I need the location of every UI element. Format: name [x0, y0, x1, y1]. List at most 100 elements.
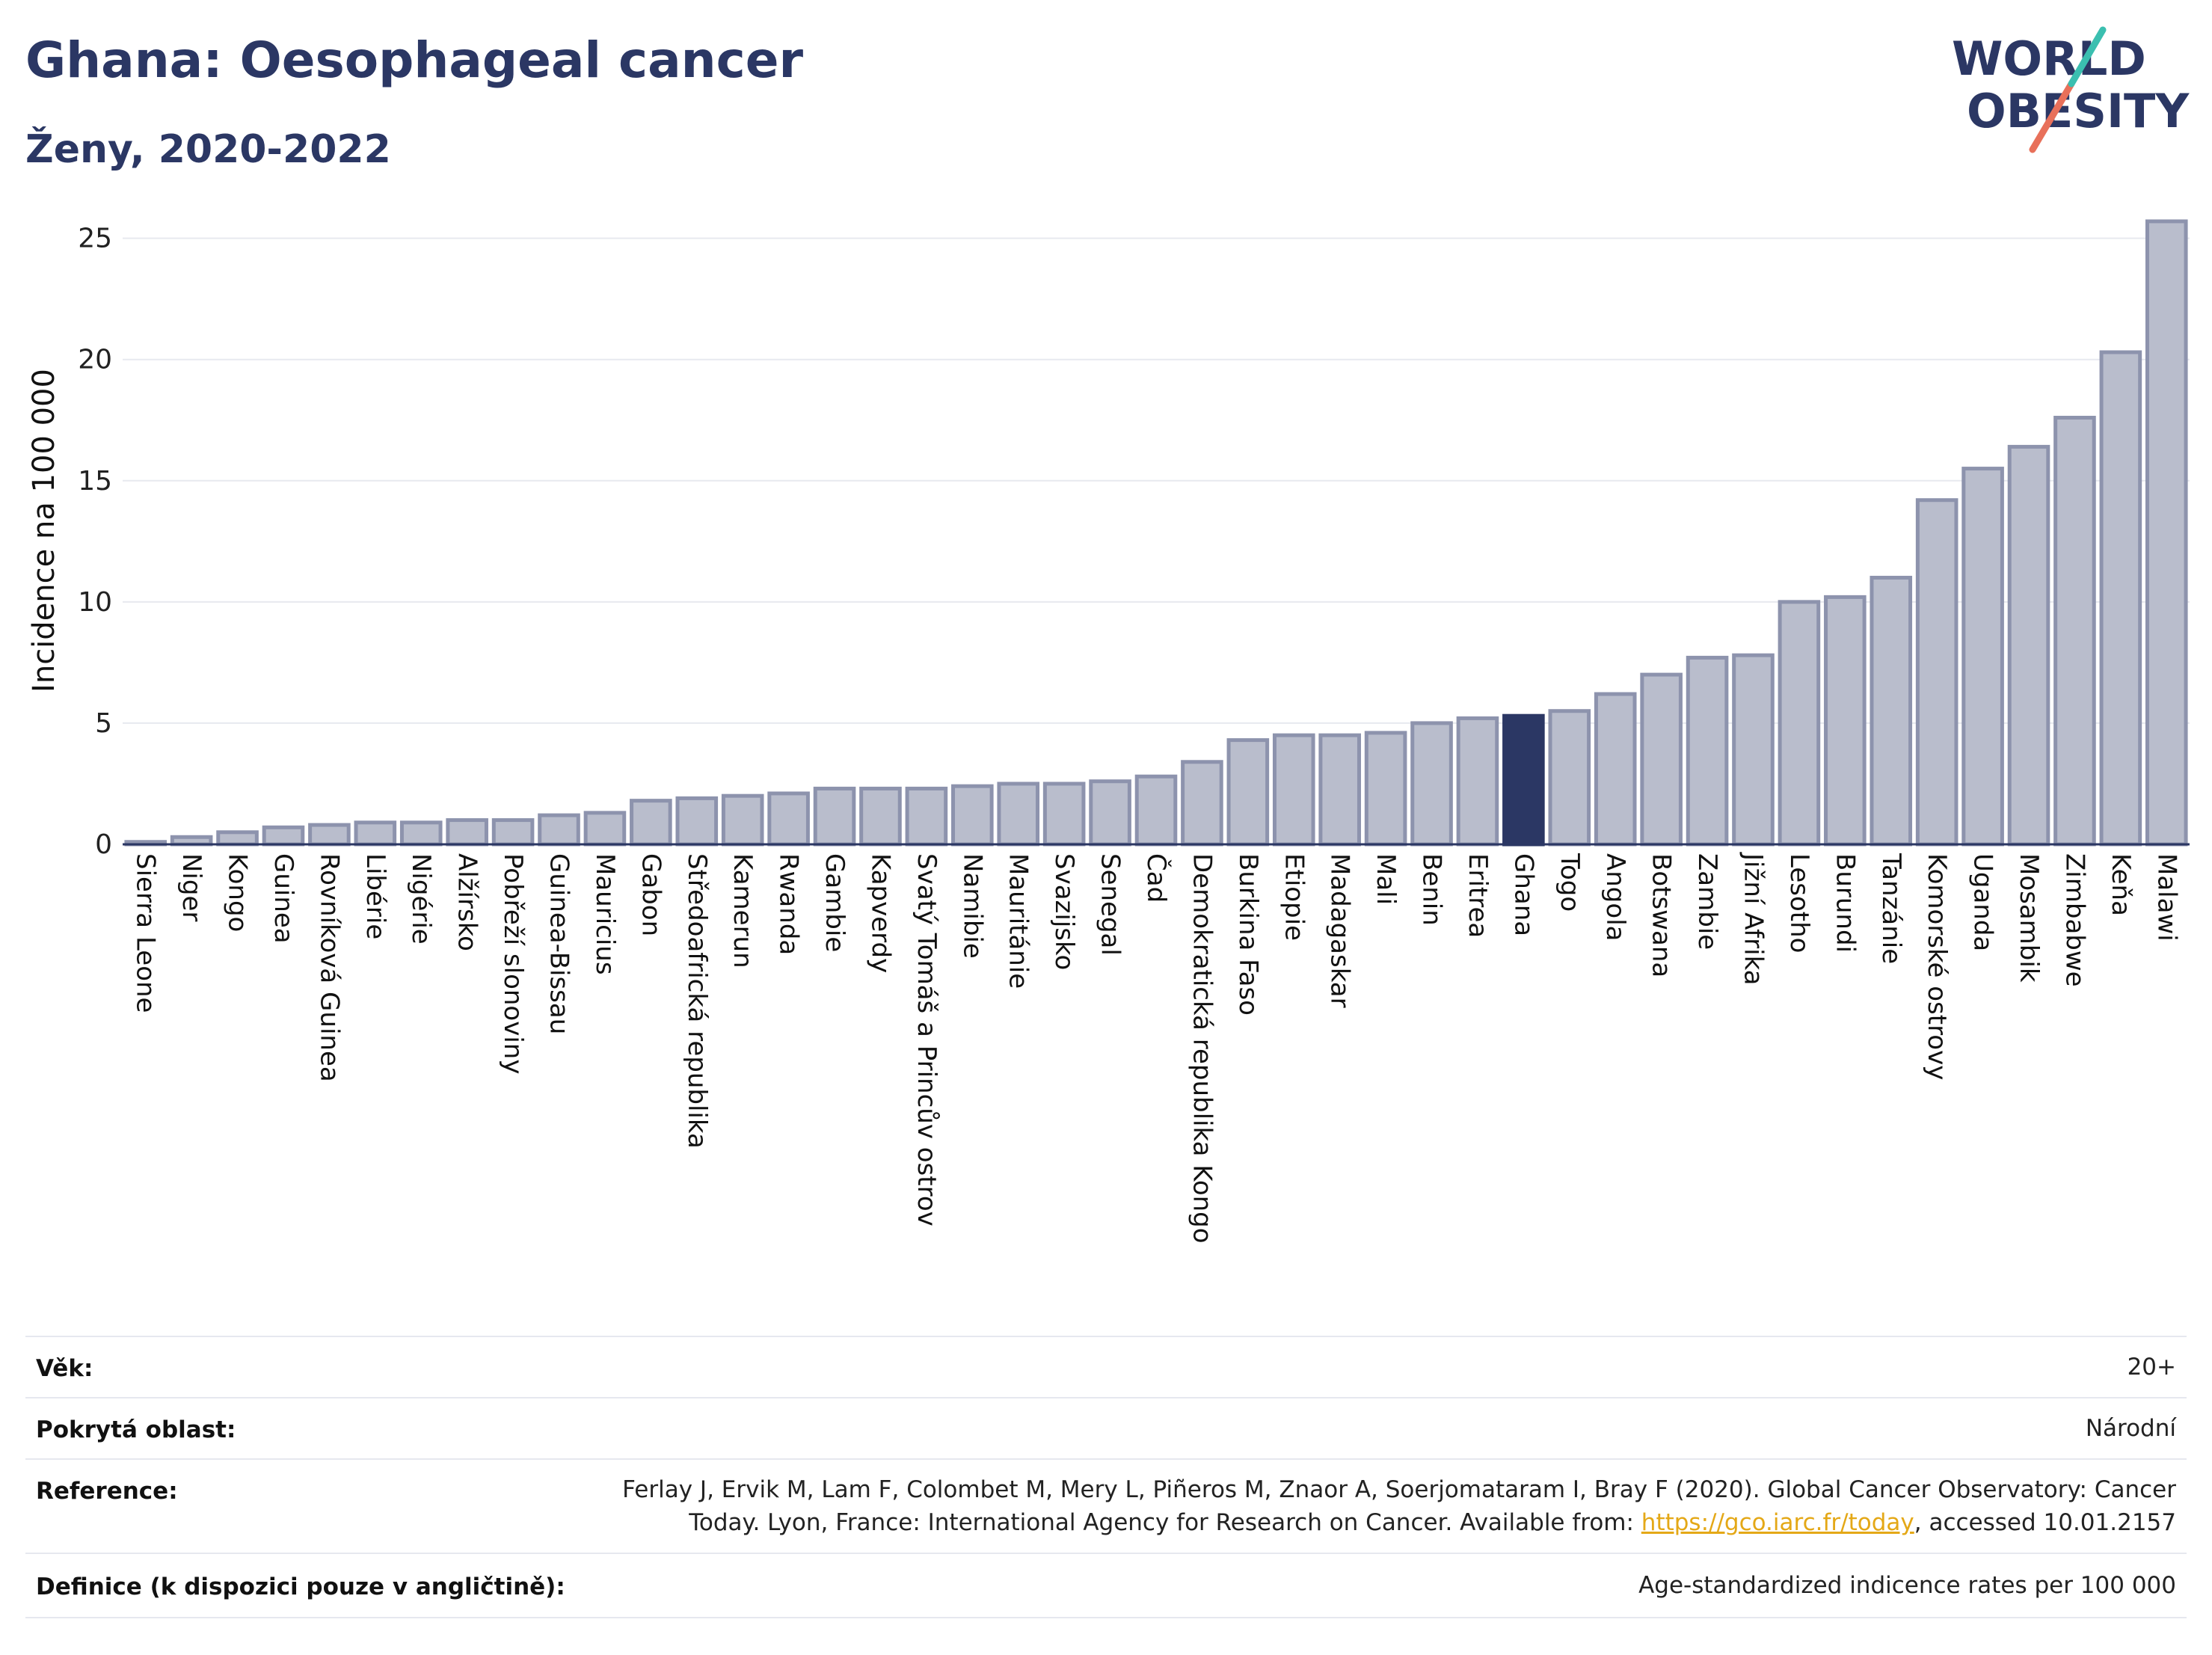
x-category-label: Pobřeží slonoviny	[498, 853, 528, 1074]
definition-label: Definice (k dispozici pouze v angličtině…	[36, 1573, 565, 1600]
x-category-label: Ghana	[1508, 853, 1538, 936]
x-category-label: Namibie	[957, 853, 987, 959]
bars	[124, 219, 2188, 847]
bar	[1456, 716, 1499, 847]
x-category-label: Jižní Afrika	[1738, 852, 1768, 986]
x-category-label: Sierra Leone	[131, 853, 161, 1013]
x-category-label: Tanzánie	[1876, 853, 1906, 964]
logo-line1: WORLD	[1952, 31, 2146, 86]
bar	[675, 796, 719, 847]
x-category-label: Kapverdy	[865, 853, 895, 973]
bar	[216, 830, 259, 847]
bar	[859, 786, 902, 847]
x-category-label: Togo	[1555, 853, 1585, 912]
x-category-label: Rwanda	[774, 853, 804, 955]
x-axis-labels: Sierra Leone Niger Kongo Guinea Rovníková Gu…	[131, 852, 2182, 1244]
bar	[354, 820, 397, 847]
y-axis-ticks: 0 5 10 15 20 25	[78, 224, 112, 860]
bar	[2007, 444, 2050, 847]
x-category-label: Alžírsko	[452, 853, 482, 951]
age-label: Věk:	[36, 1355, 93, 1382]
bar	[1778, 600, 1821, 847]
meta-row-age: Věk: 20+	[25, 1336, 2187, 1398]
x-category-label: Eritrea	[1463, 853, 1493, 938]
meta-row-definition: Definice (k dispozici pouze v angličtině…	[25, 1553, 2187, 1618]
x-category-label: Zambie	[1692, 853, 1722, 950]
bar	[2099, 350, 2142, 847]
y-tick-label: 5	[95, 708, 112, 739]
world-obesity-logo: WORLD OBESITY	[1952, 26, 2190, 153]
bar	[308, 823, 351, 847]
bar	[1502, 713, 1545, 847]
bar	[951, 784, 994, 847]
definition-value: Age-standardized indicence rates per 100…	[1638, 1572, 2176, 1599]
bar	[262, 825, 305, 847]
bar	[1961, 467, 2004, 847]
bar-chart: 0 5 10 15 20 25 Sierra Leone Niger Kongo Guinea R…	[27, 219, 2190, 1244]
x-category-label: Mauritánie	[1004, 853, 1033, 989]
x-category-label: Kamerun	[728, 853, 758, 968]
bar	[583, 811, 627, 847]
bar	[1226, 738, 1270, 847]
x-category-label: Mauricius	[590, 853, 620, 975]
reference-text-pre: Today. Lyon, France: International Agenc…	[689, 1509, 1641, 1536]
x-category-label: Nigérie	[406, 853, 436, 945]
bar	[1181, 760, 1223, 847]
bar	[399, 820, 443, 847]
x-category-label: Keňa	[2106, 853, 2136, 916]
y-tick-label: 25	[78, 224, 112, 254]
bar	[767, 791, 810, 847]
x-category-label: Středoafrická republika	[682, 853, 712, 1149]
x-category-label: Zimbabwe	[2059, 853, 2089, 987]
bar	[1548, 709, 1591, 847]
reference-label: Reference:	[36, 1478, 178, 1505]
x-category-label: Kongo	[223, 853, 253, 932]
x-category-label: Rovníková Guinea	[314, 853, 344, 1082]
meta-row-area: Pokrytá oblast: Národní	[25, 1397, 2187, 1460]
x-category-label: Lesotho	[1784, 853, 1814, 953]
bar	[1732, 653, 1775, 847]
page-subtitle: Ženy, 2020-2022	[25, 127, 391, 172]
y-tick-label: 0	[95, 829, 112, 860]
age-value: 20+	[2127, 1354, 2176, 1381]
bar	[446, 818, 488, 847]
bar	[721, 793, 764, 847]
bar	[1870, 575, 1913, 847]
x-category-label: Gambie	[820, 853, 850, 952]
area-label: Pokrytá oblast:	[36, 1416, 236, 1443]
x-category-label: Mali	[1371, 853, 1401, 905]
bar	[1640, 672, 1683, 847]
bar	[491, 818, 535, 847]
bar	[905, 786, 948, 847]
reference-text-post: , accessed 10.01.2157	[1914, 1509, 2176, 1536]
x-category-label: Uganda	[1968, 853, 1998, 951]
y-axis-title: Incidence na 100 000	[27, 369, 61, 693]
x-category-label: Guinea	[268, 853, 298, 944]
reference-link[interactable]: https://gco.iarc.fr/today	[1641, 1509, 1914, 1536]
bar	[538, 813, 580, 847]
x-category-label: Čad	[1141, 853, 1172, 903]
x-category-label: Libérie	[360, 853, 390, 939]
x-category-label: Guinea-Bissau	[544, 853, 574, 1034]
bar	[1089, 779, 1131, 847]
x-category-label: Niger	[176, 853, 206, 921]
bar	[1318, 733, 1361, 847]
bar	[1410, 721, 1453, 847]
x-category-label: Senegal	[1096, 853, 1125, 956]
x-category-label: Demokratická republika Kongo	[1187, 853, 1217, 1244]
x-category-label: Madagaskar	[1325, 853, 1355, 1008]
x-category-label: Etiopie	[1279, 853, 1309, 941]
bar	[813, 786, 856, 847]
y-tick-label: 10	[78, 587, 112, 618]
reference-line2: Today. Lyon, France: International Agenc…	[622, 1506, 2176, 1539]
x-category-label: Burundi	[1830, 853, 1860, 953]
x-category-label: Benin	[1417, 853, 1447, 926]
reference-line1: Ferlay J, Ervik M, Lam F, Colombet M, Me…	[622, 1476, 2176, 1503]
area-value: Národní	[2085, 1415, 2176, 1442]
bar	[1686, 655, 1729, 847]
bar	[1272, 733, 1315, 847]
bar	[1915, 498, 1958, 847]
x-category-label: Malawi	[2151, 853, 2181, 942]
logo-line2: OBESITY	[1967, 84, 2190, 138]
x-category-label: Svazijsko	[1049, 853, 1079, 970]
